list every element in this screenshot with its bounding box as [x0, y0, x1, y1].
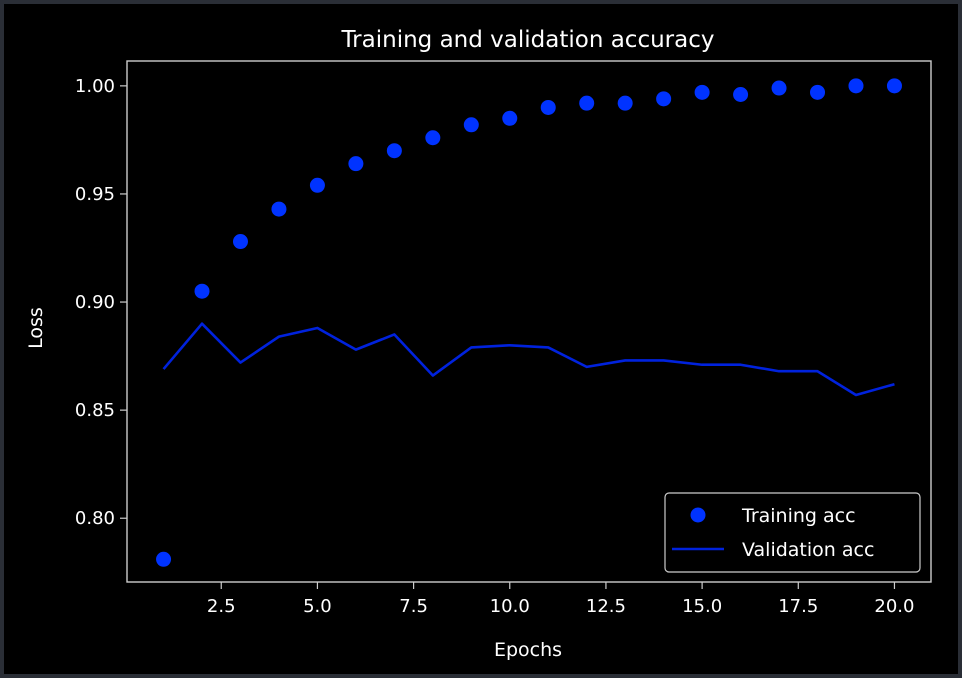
legend-training-label: Training acc — [741, 505, 856, 527]
y-tick-label: 1.00 — [75, 76, 115, 97]
x-tick-label: 10.0 — [490, 596, 530, 617]
training-acc-point — [463, 117, 479, 133]
training-acc-point — [156, 551, 172, 567]
x-tick-label: 7.5 — [399, 596, 428, 617]
training-acc-point — [386, 143, 402, 159]
training-acc-point — [540, 99, 556, 115]
legend-training-marker — [690, 507, 706, 523]
chart-svg: Training and validation accuracy Epochs … — [25, 27, 932, 661]
training-acc-point — [579, 95, 595, 111]
legend-box — [664, 492, 921, 573]
training-acc-point — [733, 87, 749, 103]
training-acc-point — [694, 84, 710, 100]
training-acc-point — [810, 84, 826, 100]
x-tick-label: 20.0 — [874, 596, 914, 617]
plot-frame — [126, 60, 932, 583]
training-acc-point — [848, 78, 864, 94]
training-acc-point — [232, 234, 248, 250]
training-acc-point — [348, 156, 364, 172]
y-tick-label: 0.80 — [75, 508, 115, 529]
x-tick-label: 5.0 — [303, 596, 332, 617]
y-tick-label: 0.95 — [75, 184, 115, 205]
training-acc-point — [656, 91, 672, 107]
legend-validation-label: Validation acc — [742, 539, 874, 561]
training-acc-point — [502, 110, 518, 126]
chart-figure: Training and validation accuracy Epochs … — [4, 4, 958, 674]
validation-acc-line — [162, 322, 895, 397]
training-acc-point — [309, 177, 325, 193]
training-acc-point — [886, 78, 902, 94]
training-acc-point — [271, 201, 287, 217]
x-axis-label: Epochs — [494, 639, 562, 661]
legend: Training acc Validation acc — [664, 492, 921, 573]
y-tick-label: 0.90 — [75, 292, 115, 313]
x-tick-label: 2.5 — [207, 596, 236, 617]
y-axis-label: Loss — [25, 307, 47, 349]
training-acc-point — [771, 80, 787, 96]
training-acc-point — [425, 130, 441, 146]
training-acc-point — [617, 95, 633, 111]
x-tick-label: 17.5 — [778, 596, 818, 617]
y-tick-label: 0.85 — [75, 400, 115, 421]
x-tick-label: 15.0 — [682, 596, 722, 617]
chart-title: Training and validation accuracy — [341, 27, 715, 53]
training-acc-point — [194, 283, 210, 299]
x-tick-label: 12.5 — [586, 596, 626, 617]
